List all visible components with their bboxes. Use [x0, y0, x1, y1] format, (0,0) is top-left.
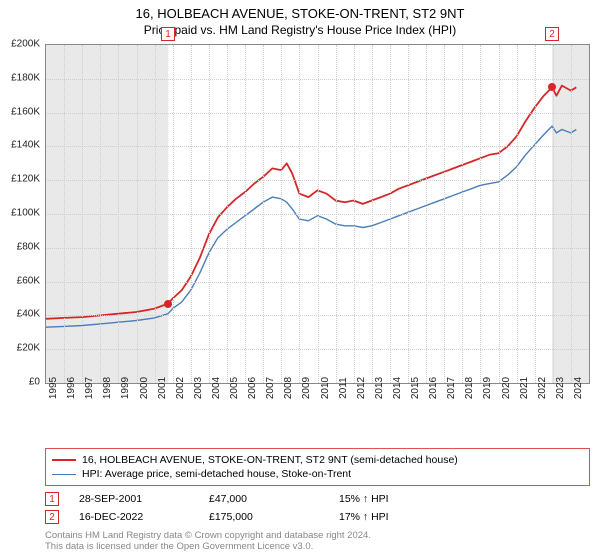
x-tick-label: 2016: [428, 377, 439, 399]
x-tick-label: 2023: [555, 377, 566, 399]
chart-title: 16, HOLBEACH AVENUE, STOKE-ON-TRENT, ST2…: [0, 0, 600, 23]
footer-text: Contains HM Land Registry data © Crown c…: [45, 530, 590, 553]
x-tick-label: 1999: [120, 377, 131, 399]
x-tick-label: 2020: [501, 377, 512, 399]
event-marker-dot: [548, 83, 556, 91]
y-tick-label: £20K: [17, 343, 40, 354]
y-tick-label: £120K: [11, 174, 40, 185]
x-tick-label: 2022: [537, 377, 548, 399]
x-tick-label: 2017: [446, 377, 457, 399]
legend-item: 16, HOLBEACH AVENUE, STOKE-ON-TRENT, ST2…: [52, 453, 583, 467]
footer-line2: This data is licensed under the Open Gov…: [45, 541, 590, 552]
y-tick-label: £100K: [11, 208, 40, 219]
x-tick-label: 2008: [283, 377, 294, 399]
event-number-box: 2: [45, 510, 59, 524]
event-marker-label: 2: [545, 27, 559, 41]
x-tick-label: 2011: [338, 377, 349, 399]
legend-swatch: [52, 459, 76, 461]
event-price: £47,000: [209, 493, 319, 505]
x-tick-label: 2009: [301, 377, 312, 399]
y-tick-label: £180K: [11, 72, 40, 83]
x-tick-label: 2021: [519, 377, 530, 399]
legend-label: 16, HOLBEACH AVENUE, STOKE-ON-TRENT, ST2…: [82, 454, 458, 466]
x-tick-label: 2004: [211, 377, 222, 399]
event-marker-label: 1: [161, 27, 175, 41]
event-date: 16-DEC-2022: [79, 511, 189, 523]
x-tick-label: 1998: [102, 377, 113, 399]
event-number-box: 1: [45, 492, 59, 506]
x-tick-label: 2019: [482, 377, 493, 399]
x-tick-label: 2018: [464, 377, 475, 399]
x-tick-label: 2010: [320, 377, 331, 399]
legend-swatch: [52, 474, 76, 475]
x-tick-label: 2001: [157, 377, 168, 399]
x-tick-label: 2012: [356, 377, 367, 399]
x-tick-label: 2015: [410, 377, 421, 399]
x-tick-label: 1996: [66, 377, 77, 399]
event-marker-dot: [164, 300, 172, 308]
event-price: £175,000: [209, 511, 319, 523]
x-tick-label: 2006: [247, 377, 258, 399]
x-tick-label: 2003: [193, 377, 204, 399]
x-tick-label: 1997: [84, 377, 95, 399]
event-row: 2 16-DEC-2022 £175,000 17% ↑ HPI: [45, 508, 590, 526]
y-tick-label: £40K: [17, 309, 40, 320]
chart-area: 12 £0£20K£40K£60K£80K£100K£120K£140K£160…: [45, 44, 590, 414]
legend-label: HPI: Average price, semi-detached house,…: [82, 468, 351, 480]
x-tick-label: 2005: [229, 377, 240, 399]
event-date: 28-SEP-2001: [79, 493, 189, 505]
y-tick-label: £200K: [11, 39, 40, 50]
event-pct: 15% ↑ HPI: [339, 493, 449, 505]
legend-item: HPI: Average price, semi-detached house,…: [52, 467, 583, 481]
chart-container: 16, HOLBEACH AVENUE, STOKE-ON-TRENT, ST2…: [0, 0, 600, 560]
chart-subtitle: Price paid vs. HM Land Registry's House …: [0, 23, 600, 41]
x-tick-label: 2013: [374, 377, 385, 399]
y-tick-label: £80K: [17, 241, 40, 252]
y-tick-label: £60K: [17, 275, 40, 286]
plot-region: 12: [45, 44, 590, 384]
x-tick-label: 2007: [265, 377, 276, 399]
event-row: 1 28-SEP-2001 £47,000 15% ↑ HPI: [45, 490, 590, 508]
legend-box: 16, HOLBEACH AVENUE, STOKE-ON-TRENT, ST2…: [45, 448, 590, 486]
x-tick-label: 2024: [573, 377, 584, 399]
y-tick-label: £160K: [11, 106, 40, 117]
x-tick-label: 2014: [392, 377, 403, 399]
x-tick-label: 2000: [139, 377, 150, 399]
y-tick-label: £140K: [11, 140, 40, 151]
x-tick-label: 1995: [48, 377, 59, 399]
events-table: 1 28-SEP-2001 £47,000 15% ↑ HPI 2 16-DEC-2022…: [45, 490, 590, 526]
x-tick-label: 2002: [175, 377, 186, 399]
event-pct: 17% ↑ HPI: [339, 511, 449, 523]
y-tick-label: £0: [29, 377, 40, 388]
footer-line1: Contains HM Land Registry data © Crown c…: [45, 530, 590, 541]
